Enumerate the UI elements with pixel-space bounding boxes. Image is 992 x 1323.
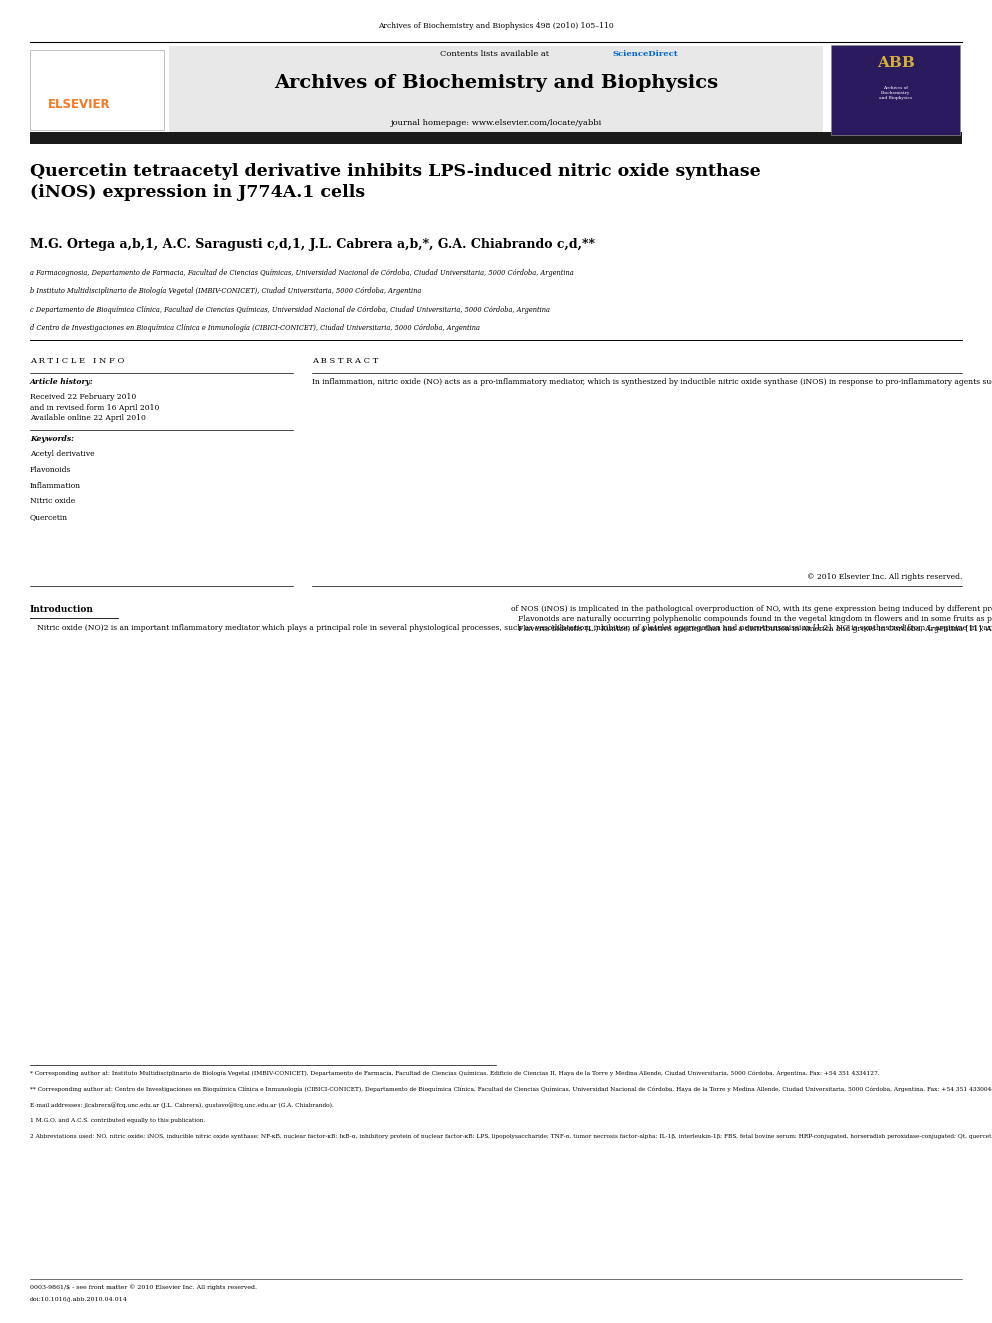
Text: Nitric oxide: Nitric oxide: [30, 497, 75, 505]
Text: a Farmacognosia, Departamento de Farmacia, Facultad de Ciencias Químicas, Univer: a Farmacognosia, Departamento de Farmaci…: [30, 269, 573, 277]
Text: Contents lists available at: Contents lists available at: [440, 50, 552, 58]
Text: Received 22 February 2010: Received 22 February 2010: [30, 393, 136, 401]
Text: Introduction: Introduction: [30, 605, 93, 614]
Text: * Corresponding author at: Instituto Multidisciplinario de Biología Vegetal (IMB: * Corresponding author at: Instituto Mul…: [30, 1070, 879, 1076]
Text: Acetyl derivative: Acetyl derivative: [30, 450, 94, 458]
Text: Flavonoids: Flavonoids: [30, 466, 71, 474]
Text: of NOS (iNOS) is implicated in the pathological overproduction of NO, with its g: of NOS (iNOS) is implicated in the patho…: [511, 605, 992, 632]
FancyBboxPatch shape: [30, 132, 962, 144]
Text: ABB: ABB: [877, 56, 915, 70]
Text: 1 M.G.O. and A.C.S. contributed equally to this publication.: 1 M.G.O. and A.C.S. contributed equally …: [30, 1118, 205, 1123]
Text: Quercetin: Quercetin: [30, 513, 67, 521]
Text: ELSEVIER: ELSEVIER: [48, 98, 110, 111]
Text: M.G. Ortega a,b,1, A.C. Saragusti c,d,1, J.L. Cabrera a,b,*, G.A. Chiabrando c,d: M.G. Ortega a,b,1, A.C. Saragusti c,d,1,…: [30, 238, 595, 251]
Text: 0003-9861/$ - see front matter © 2010 Elsevier Inc. All rights reserved.: 0003-9861/$ - see front matter © 2010 El…: [30, 1285, 257, 1290]
Text: Nitric oxide (NO)2 is an important inflammatory mediator which plays a principal: Nitric oxide (NO)2 is an important infla…: [30, 624, 992, 632]
Text: b Instituto Multidisciplinario de Biología Vegetal (IMBIV-CONICET), Ciudad Unive: b Instituto Multidisciplinario de Biolog…: [30, 287, 422, 295]
Text: A R T I C L E   I N F O: A R T I C L E I N F O: [30, 357, 124, 365]
Text: Keywords:: Keywords:: [30, 435, 73, 443]
Text: Archives of Biochemistry and Biophysics 498 (2010) 105–110: Archives of Biochemistry and Biophysics …: [378, 22, 614, 30]
Text: ScienceDirect: ScienceDirect: [612, 50, 678, 58]
Text: c Departamento de Bioquímica Clínica, Facultad de Ciencias Químicas, Universidad: c Departamento de Bioquímica Clínica, Fa…: [30, 306, 550, 314]
Text: Inflammation: Inflammation: [30, 482, 81, 490]
Text: journal homepage: www.elsevier.com/locate/yabbi: journal homepage: www.elsevier.com/locat…: [391, 119, 601, 127]
Text: and in revised form 16 April 2010: and in revised form 16 April 2010: [30, 404, 159, 411]
Text: d Centro de Investigaciones en Bioquímica Clínica e Inmunología (CIBICI-CONICET): d Centro de Investigaciones en Bioquímic…: [30, 324, 480, 332]
Text: Available online 22 April 2010: Available online 22 April 2010: [30, 414, 146, 422]
Text: doi:10.1016/j.abb.2010.04.014: doi:10.1016/j.abb.2010.04.014: [30, 1297, 128, 1302]
FancyBboxPatch shape: [30, 50, 164, 130]
Text: E-mail addresses: jlcabrera@fcq.unc.edu.ar (J.L. Cabrera), gustavo@fcq.unc.edu.a: E-mail addresses: jlcabrera@fcq.unc.edu.…: [30, 1102, 333, 1107]
Text: © 2010 Elsevier Inc. All rights reserved.: © 2010 Elsevier Inc. All rights reserved…: [806, 573, 962, 581]
Text: 2 Abbreviations used: NO, nitric oxide; iNOS, inducible nitric oxide synthase; N: 2 Abbreviations used: NO, nitric oxide; …: [30, 1134, 992, 1139]
Text: Archives of
Biochemistry
and Biophysics: Archives of Biochemistry and Biophysics: [879, 86, 913, 99]
Text: ** Corresponding author at: Centro de Investigaciones en Bioquímica Clínica e In: ** Corresponding author at: Centro de In…: [30, 1086, 992, 1091]
Text: Article history:: Article history:: [30, 378, 93, 386]
Text: Archives of Biochemistry and Biophysics: Archives of Biochemistry and Biophysics: [274, 74, 718, 93]
FancyBboxPatch shape: [831, 45, 960, 135]
Text: Quercetin tetraacetyl derivative inhibits LPS-induced nitric oxide synthase
(iNO: Quercetin tetraacetyl derivative inhibit…: [30, 163, 761, 201]
Text: A B S T R A C T: A B S T R A C T: [312, 357, 379, 365]
Text: In inflammation, nitric oxide (NO) acts as a pro-inflammatory mediator, which is: In inflammation, nitric oxide (NO) acts …: [312, 378, 992, 386]
FancyBboxPatch shape: [169, 46, 823, 135]
